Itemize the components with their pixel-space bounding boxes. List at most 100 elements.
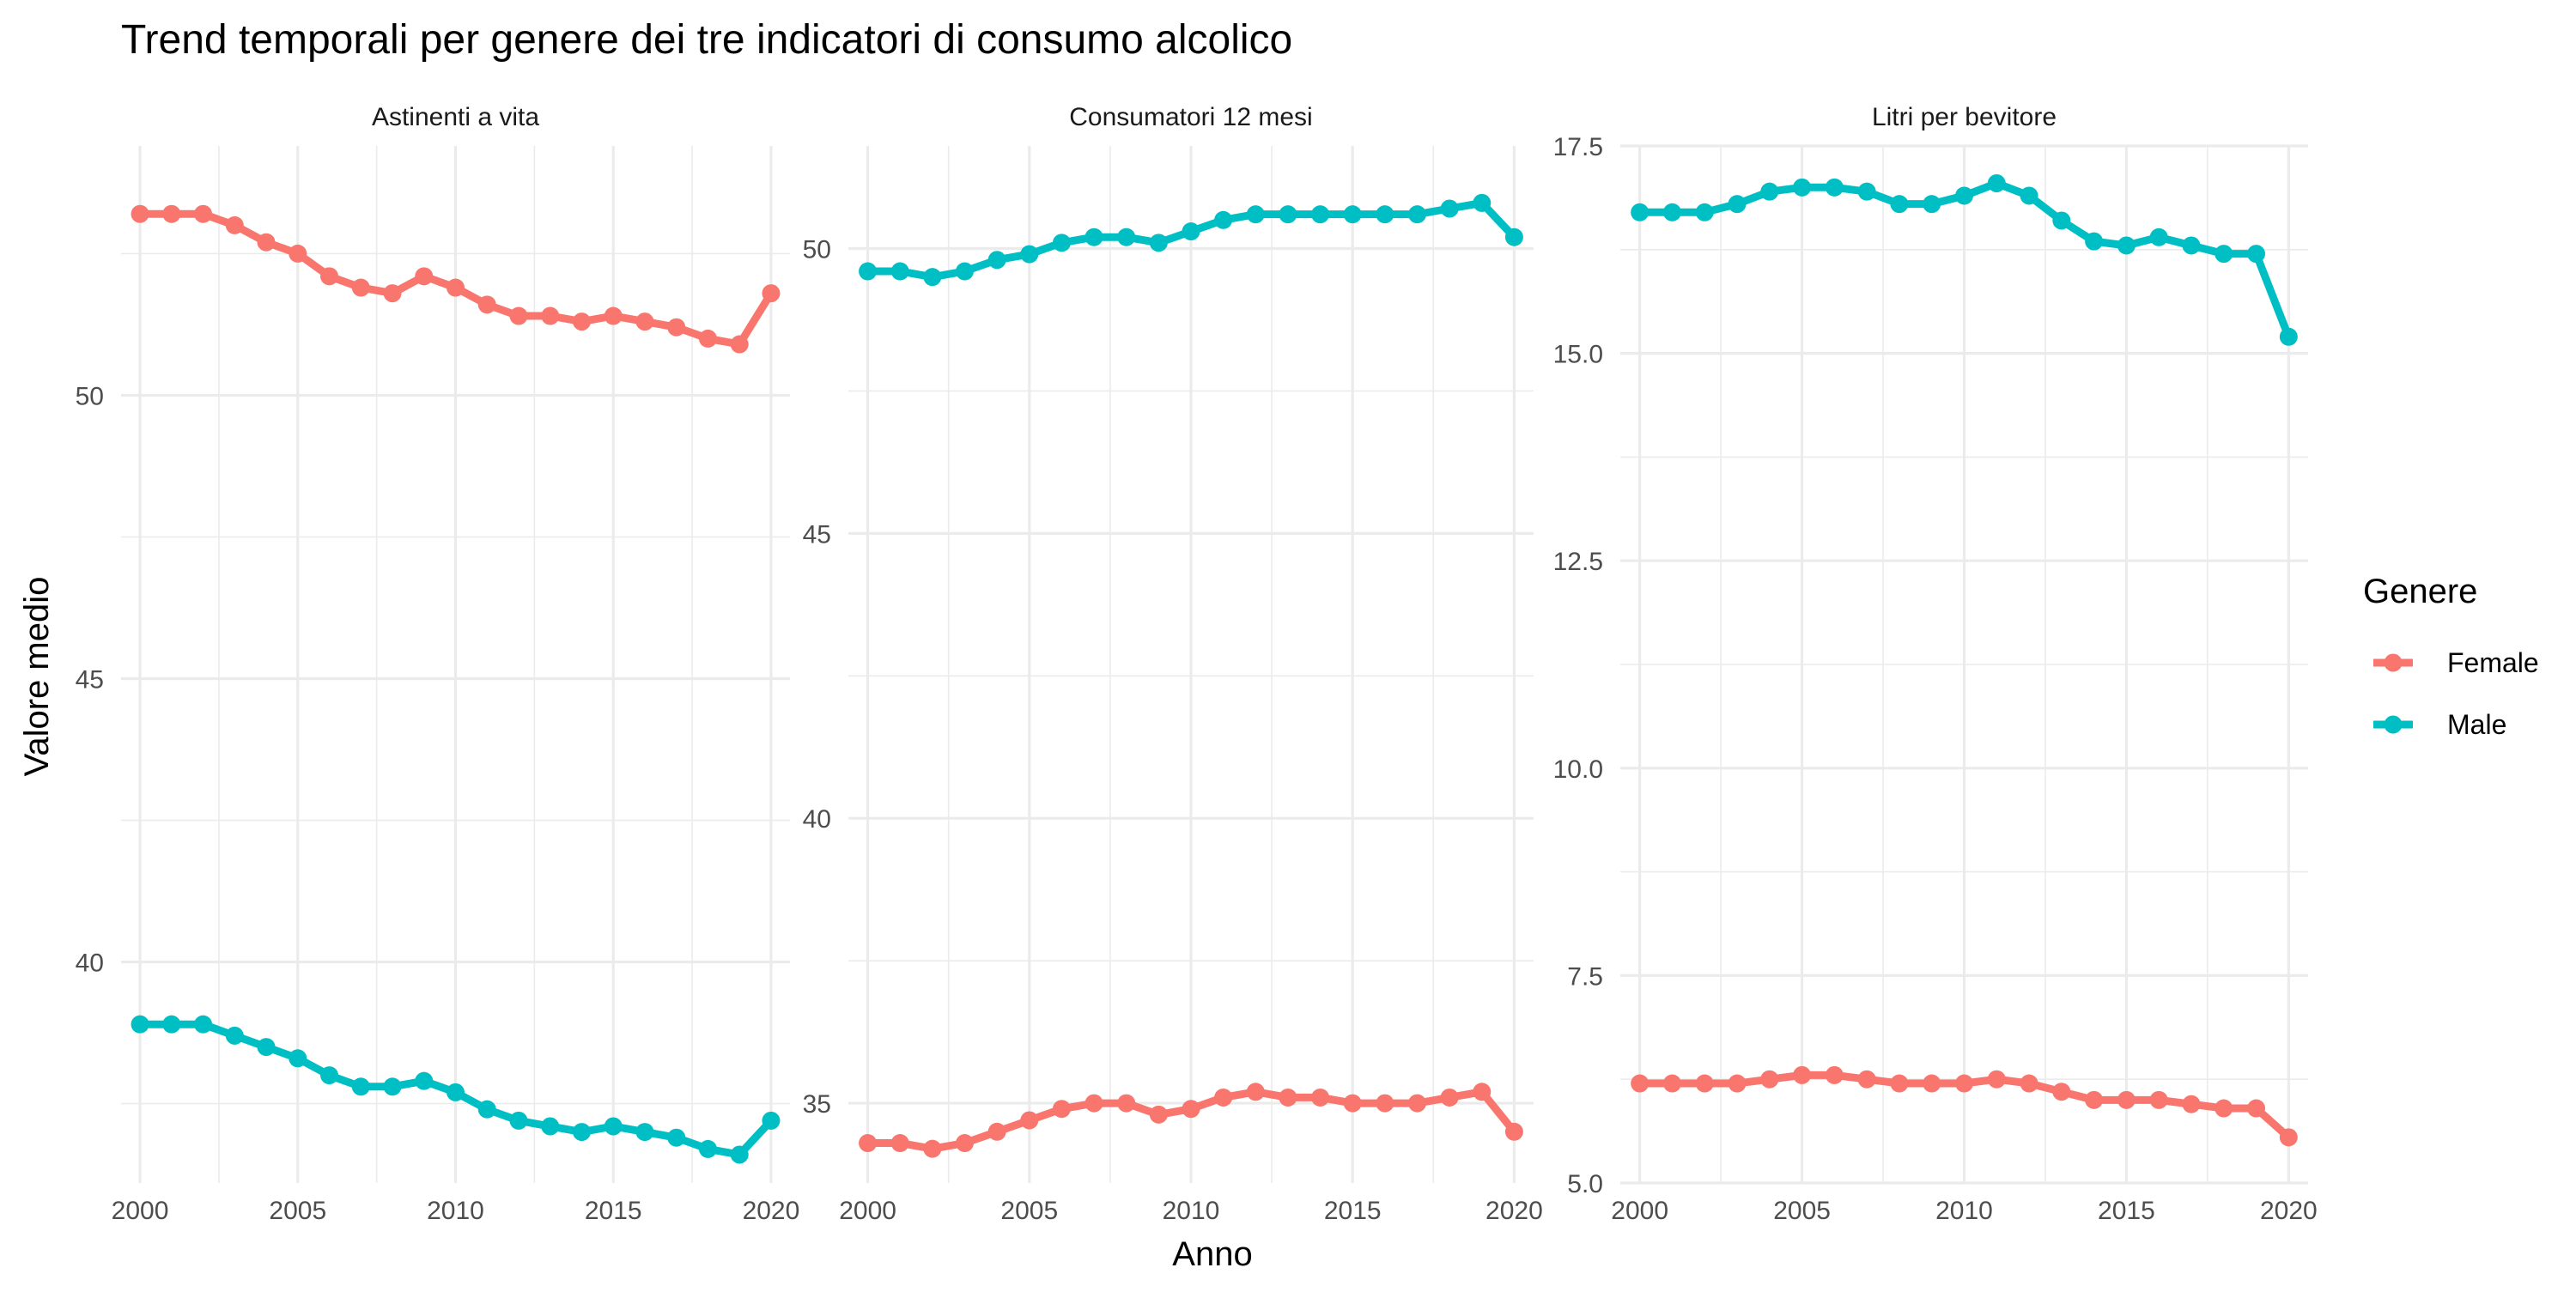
y-tick-label: 50 [803, 235, 831, 264]
x-tick-label: 2000 [839, 1197, 896, 1225]
data-point-female [987, 1122, 1006, 1141]
data-point-male [1214, 210, 1233, 229]
data-point-male [1728, 195, 1747, 214]
data-point-female [1214, 1088, 1233, 1107]
data-point-female [730, 335, 749, 354]
data-point-female [762, 284, 781, 303]
data-point-male [1473, 193, 1492, 212]
data-point-male [1662, 203, 1681, 221]
data-point-female [1955, 1074, 1973, 1093]
data-point-male [2182, 236, 2201, 255]
data-point-male [1149, 234, 1168, 252]
data-point-male [257, 1038, 276, 1057]
data-point-male [1695, 203, 1714, 221]
data-point-male [1084, 227, 1103, 246]
data-point-male [1407, 205, 1426, 224]
data-point-male [1890, 195, 1909, 214]
data-point-male [572, 1123, 591, 1142]
y-tick-label: 40 [803, 805, 831, 834]
y-tick-label: 35 [803, 1090, 831, 1119]
data-point-female [635, 312, 654, 331]
data-point-female [289, 244, 307, 263]
data-point-female [2117, 1090, 2136, 1109]
data-point-female [131, 204, 149, 223]
y-tick-label: 5.0 [1567, 1170, 1603, 1198]
data-point-female [257, 233, 276, 252]
y-tick-label: 7.5 [1567, 962, 1603, 991]
data-point-male [698, 1139, 717, 1158]
y-tick-label: 40 [76, 949, 104, 978]
data-point-male [320, 1066, 339, 1085]
data-point-male [1760, 182, 1779, 201]
data-point-female [890, 1134, 909, 1153]
data-point-male [859, 262, 878, 281]
x-tick-label: 2000 [112, 1197, 169, 1225]
data-point-female [1695, 1074, 1714, 1093]
data-point-male [1376, 205, 1394, 224]
data-point-female [1246, 1083, 1265, 1101]
data-point-female [2279, 1128, 2298, 1147]
data-point-female [2215, 1099, 2233, 1118]
data-point-male [2215, 245, 2233, 264]
x-tick-label: 2010 [1935, 1197, 1993, 1225]
data-point-male [1793, 178, 1812, 197]
data-point-male [383, 1077, 402, 1096]
data-point-male [604, 1117, 623, 1136]
legend-key-point [2384, 653, 2403, 672]
legend-key-female [2373, 653, 2413, 672]
data-point-female [1825, 1065, 1844, 1084]
data-point-female [1311, 1088, 1330, 1107]
data-point-female [1793, 1065, 1812, 1084]
y-tick-label: 15.0 [1553, 341, 1603, 369]
data-point-male [2279, 327, 2298, 346]
data-point-female [604, 306, 623, 325]
data-point-male [1182, 222, 1200, 241]
data-point-female [1987, 1070, 2006, 1089]
data-point-male [1117, 227, 1136, 246]
data-point-female [2020, 1074, 2038, 1093]
facet-label: Astinenti a vita [372, 103, 539, 131]
y-tick-label: 45 [76, 666, 104, 695]
legend-label-female: Female [2447, 647, 2539, 678]
legend-key-point [2384, 715, 2403, 734]
data-point-female [320, 267, 339, 286]
x-tick-label: 2010 [1163, 1197, 1220, 1225]
data-point-female [415, 267, 434, 286]
y-axis-title: Valore medio [18, 577, 56, 777]
data-point-female [2149, 1090, 2168, 1109]
data-point-male [730, 1145, 749, 1164]
data-point-female [162, 204, 181, 223]
data-point-female [1149, 1105, 1168, 1124]
data-point-male [923, 268, 942, 287]
data-point-male [2085, 232, 2104, 251]
data-point-female [667, 318, 686, 337]
data-point-male [635, 1123, 654, 1142]
x-tick-label: 2005 [1773, 1197, 1831, 1225]
x-tick-label: 2015 [2098, 1197, 2155, 1225]
panel-litri-per-bevitore: 2000 2005 2010 2015 2020 5.0 7.5 10.0 12.5 15.0 17… [1553, 103, 2318, 1225]
data-point-male [1923, 195, 1941, 214]
data-point-male [1343, 205, 1362, 224]
facet-label: Consumatori 12 mesi [1069, 103, 1312, 131]
panel-consumatori-12-mesi: 2000 2005 2010 2015 2020 35 40 45 50 Consumatori … [803, 103, 1543, 1225]
data-point-female [1084, 1094, 1103, 1113]
data-point-male [1504, 227, 1523, 246]
data-point-female [447, 278, 465, 297]
data-point-male [509, 1111, 528, 1130]
y-tick-label: 12.5 [1553, 548, 1603, 576]
data-point-female [1760, 1070, 1779, 1089]
data-point-female [1279, 1088, 1297, 1107]
data-point-male [1955, 186, 1973, 205]
data-point-female [1923, 1074, 1941, 1093]
x-tick-label: 2020 [743, 1197, 800, 1225]
data-point-male [762, 1111, 781, 1130]
x-tick-label: 2010 [427, 1197, 484, 1225]
data-point-male [1052, 234, 1071, 252]
data-point-female [1662, 1074, 1681, 1093]
data-point-male [1311, 205, 1330, 224]
data-point-male [162, 1015, 181, 1034]
data-point-female [698, 329, 717, 348]
x-tick-label: 2015 [1324, 1197, 1382, 1225]
data-point-female [956, 1134, 975, 1153]
data-point-male [477, 1100, 496, 1119]
